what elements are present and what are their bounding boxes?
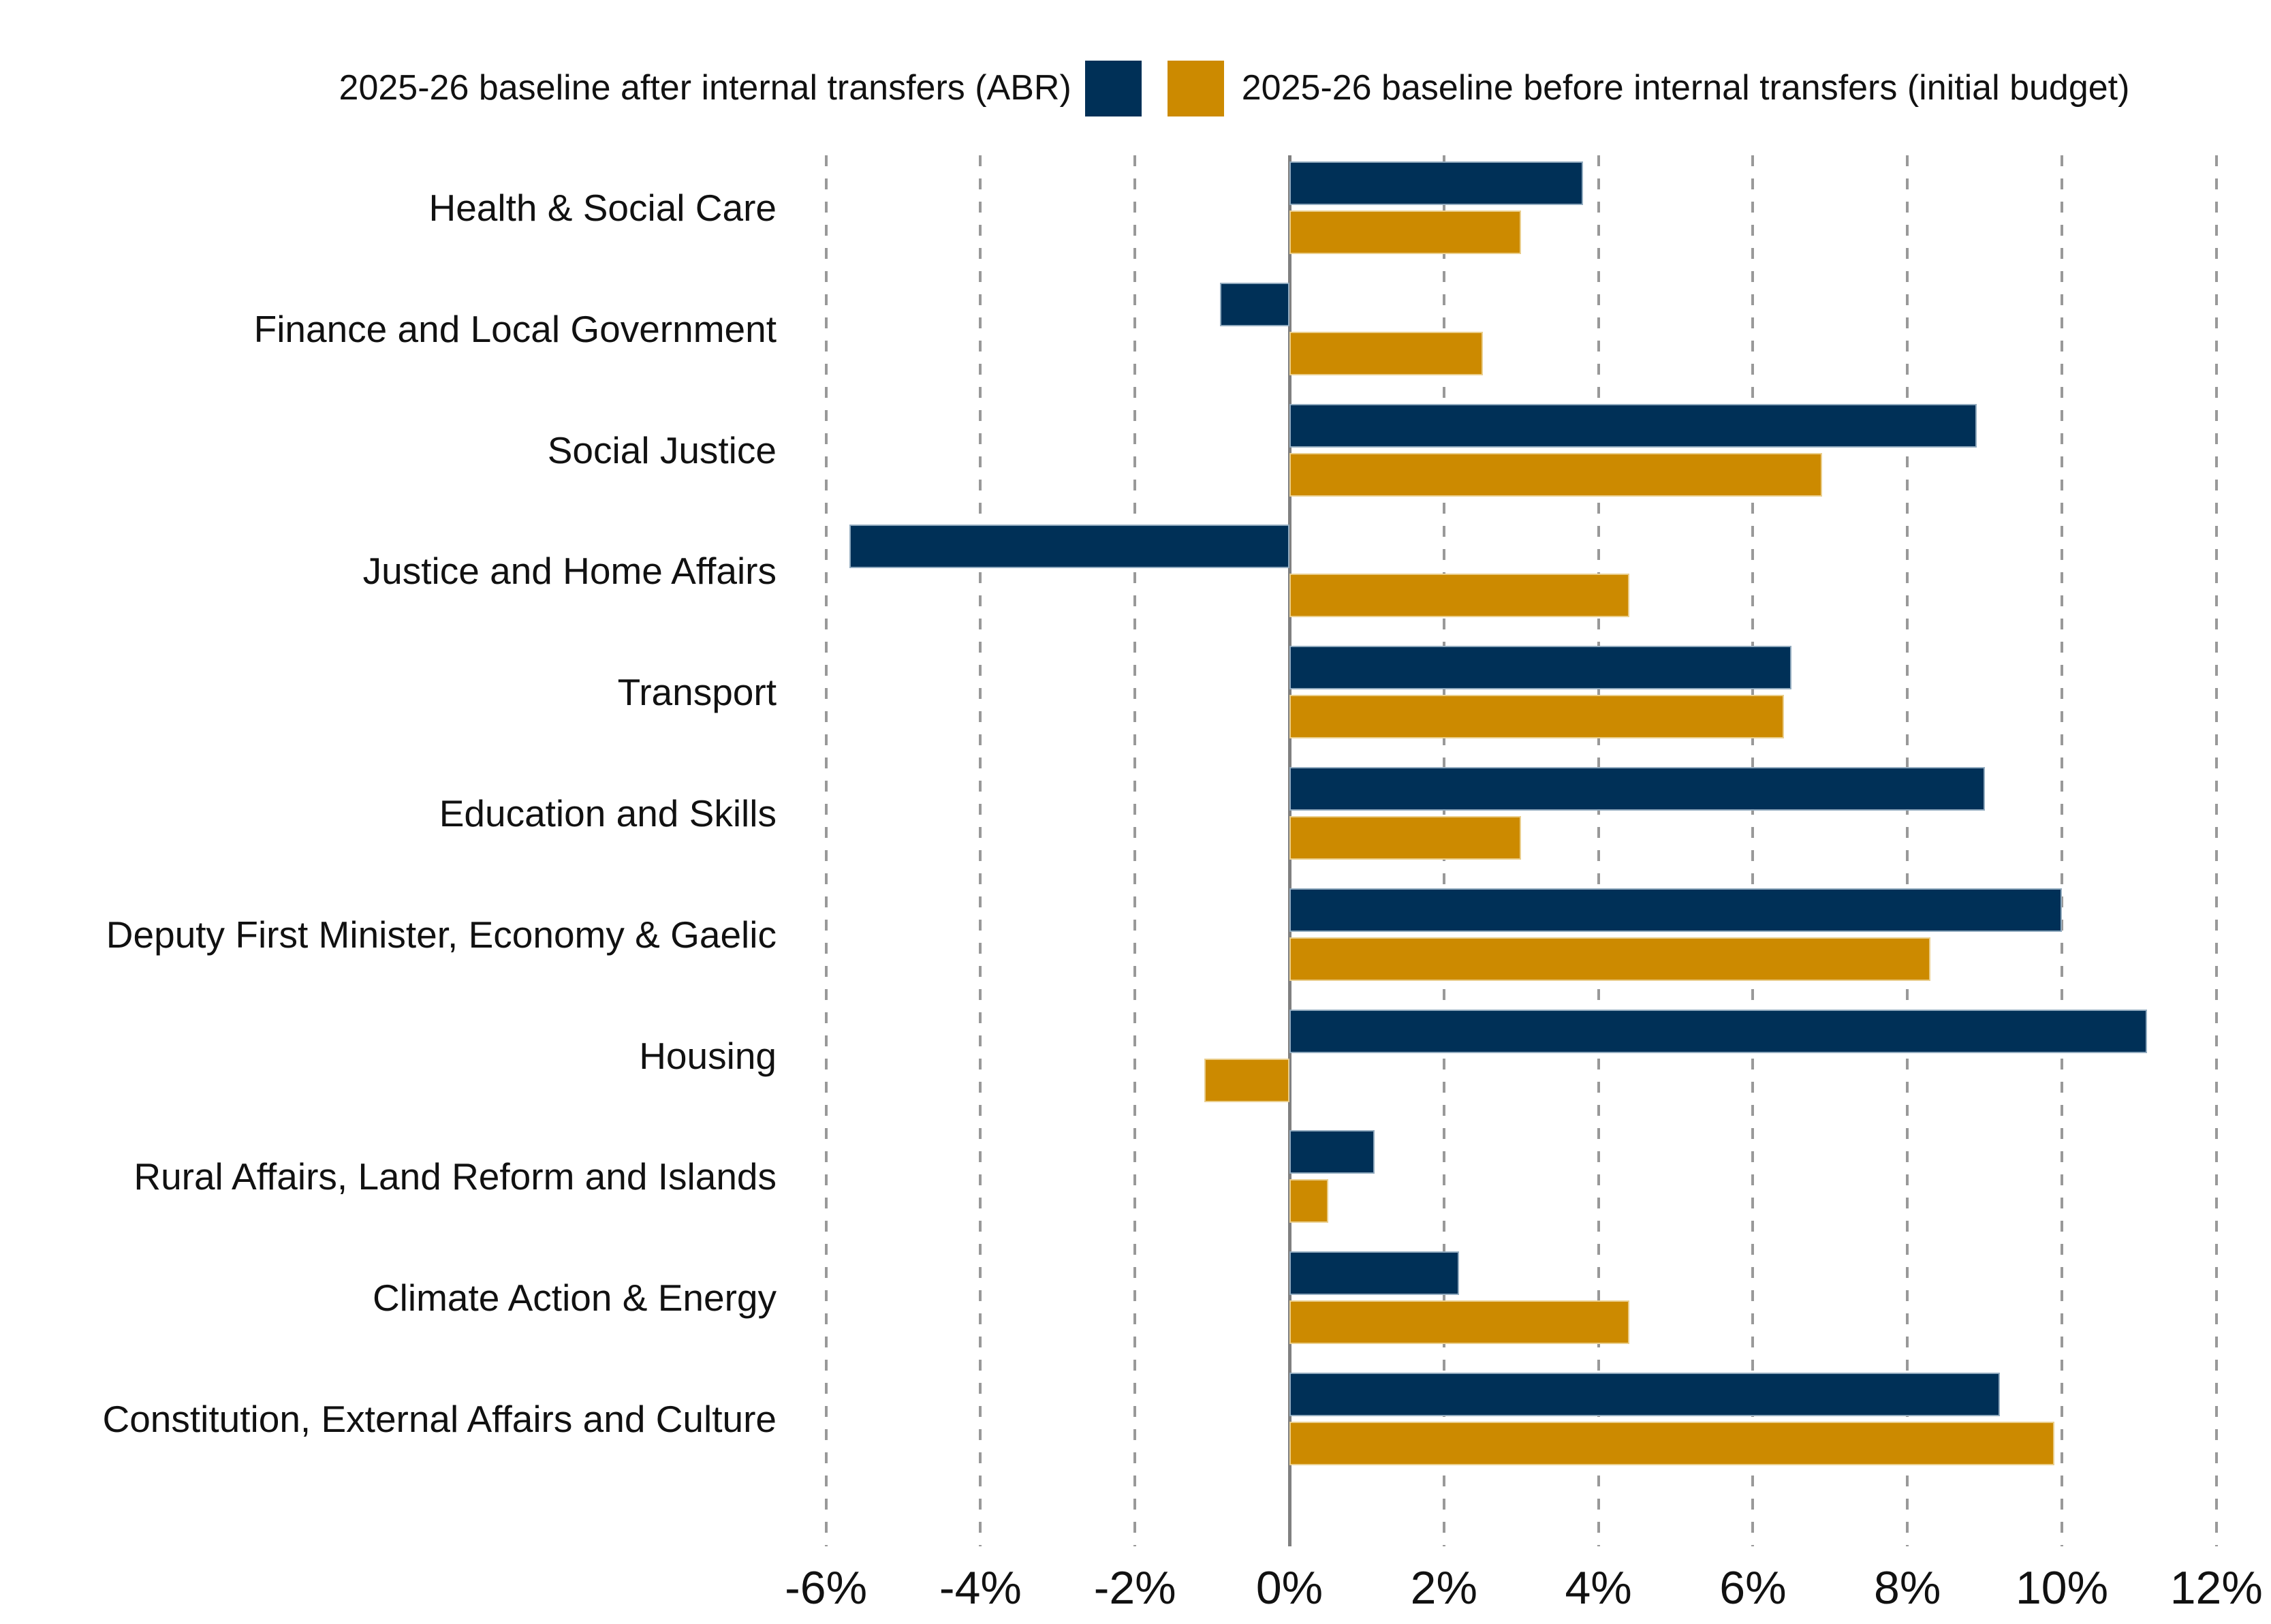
chart-legend: 2025-26 baseline after internal transfer… bbox=[99, 34, 2271, 143]
x-tick-label-8pct: 8% bbox=[1874, 1562, 1941, 1614]
bar-series0-cat9 bbox=[1289, 1251, 1460, 1296]
bar-series1-cat4 bbox=[1289, 695, 1784, 739]
bar-series0-cat0 bbox=[1289, 161, 1583, 205]
bar-series0-cat8 bbox=[1289, 1130, 1375, 1174]
gridline-8pct bbox=[1906, 155, 1909, 1546]
bar-series1-cat7 bbox=[1204, 1058, 1289, 1102]
bar-series0-cat3 bbox=[849, 525, 1289, 569]
x-tick-label--4pct: -4% bbox=[939, 1562, 1022, 1614]
category-label-5: Education and Skills bbox=[439, 792, 777, 834]
x-tick-label-0pct: 0% bbox=[1255, 1562, 1324, 1614]
category-label-0: Health & Social Care bbox=[428, 186, 777, 229]
category-label-2: Social Justice bbox=[547, 428, 777, 471]
category-label-6: Deputy First Minister, Economy & Gaelic bbox=[106, 913, 777, 956]
bar-series1-cat6 bbox=[1289, 937, 1931, 981]
x-tick-label--2pct: -2% bbox=[1093, 1562, 1176, 1614]
x-axis: -6% -4% -2% 0% 2% 4% 6% 8% 10% 12% bbox=[0, 1555, 2271, 1623]
bar-series1-cat8 bbox=[1289, 1179, 1328, 1223]
bar-series0-cat2 bbox=[1289, 403, 1977, 448]
bar-series1-cat2 bbox=[1289, 452, 1823, 497]
gridline-12pct bbox=[2214, 155, 2218, 1546]
bar-series1-cat0 bbox=[1289, 210, 1522, 254]
legend-swatch-initial bbox=[1167, 61, 1224, 116]
bar-series1-cat10 bbox=[1289, 1422, 2054, 1465]
gridline--2pct bbox=[1133, 155, 1137, 1546]
gridline-4pct bbox=[1597, 155, 1600, 1546]
bar-series0-cat4 bbox=[1289, 646, 1792, 690]
bar-series0-cat1 bbox=[1219, 282, 1289, 326]
category-label-10: Constitution, External Affairs and Cultu… bbox=[102, 1397, 777, 1440]
bar-series1-cat9 bbox=[1289, 1300, 1629, 1345]
category-label-8: Rural Affairs, Land Reform and Islands bbox=[134, 1155, 777, 1198]
gridline--4pct bbox=[979, 155, 982, 1546]
bar-series1-cat3 bbox=[1289, 574, 1629, 618]
bar-series0-cat10 bbox=[1289, 1373, 2001, 1416]
legend-label-initial: 2025-26 baseline before internal transfe… bbox=[1241, 68, 2130, 108]
category-label-1: Finance and Local Government bbox=[253, 307, 777, 350]
x-tick-label-12pct: 12% bbox=[2170, 1562, 2263, 1614]
bar-series0-cat7 bbox=[1289, 1009, 2147, 1053]
x-tick-label-6pct: 6% bbox=[1719, 1562, 1787, 1614]
x-tick-label--6pct: -6% bbox=[785, 1562, 868, 1614]
legend-swatch-abr bbox=[1084, 61, 1142, 116]
x-tick-label-10pct: 10% bbox=[2015, 1562, 2109, 1614]
bar-series0-cat5 bbox=[1289, 767, 1985, 811]
category-label-9: Climate Action & Energy bbox=[372, 1276, 777, 1319]
gridline-10pct bbox=[2061, 155, 2063, 1546]
category-label-4: Transport bbox=[617, 670, 777, 713]
x-tick-label-4pct: 4% bbox=[1565, 1562, 1632, 1614]
bar-series1-cat1 bbox=[1289, 331, 1483, 375]
x-tick-label-2pct: 2% bbox=[1410, 1562, 1477, 1614]
plot-area: Health & Social Care Finance and Local Go… bbox=[0, 155, 2271, 1546]
gridline-6pct bbox=[1751, 155, 1755, 1546]
category-label-3: Justice and Home Affairs bbox=[362, 550, 777, 593]
bar-series0-cat6 bbox=[1289, 888, 2062, 932]
bar-series1-cat5 bbox=[1289, 816, 1522, 860]
category-label-7: Housing bbox=[639, 1034, 777, 1077]
legend-label-abr: 2025-26 baseline after internal transfer… bbox=[339, 68, 1071, 108]
gridline--6pct bbox=[824, 155, 828, 1546]
